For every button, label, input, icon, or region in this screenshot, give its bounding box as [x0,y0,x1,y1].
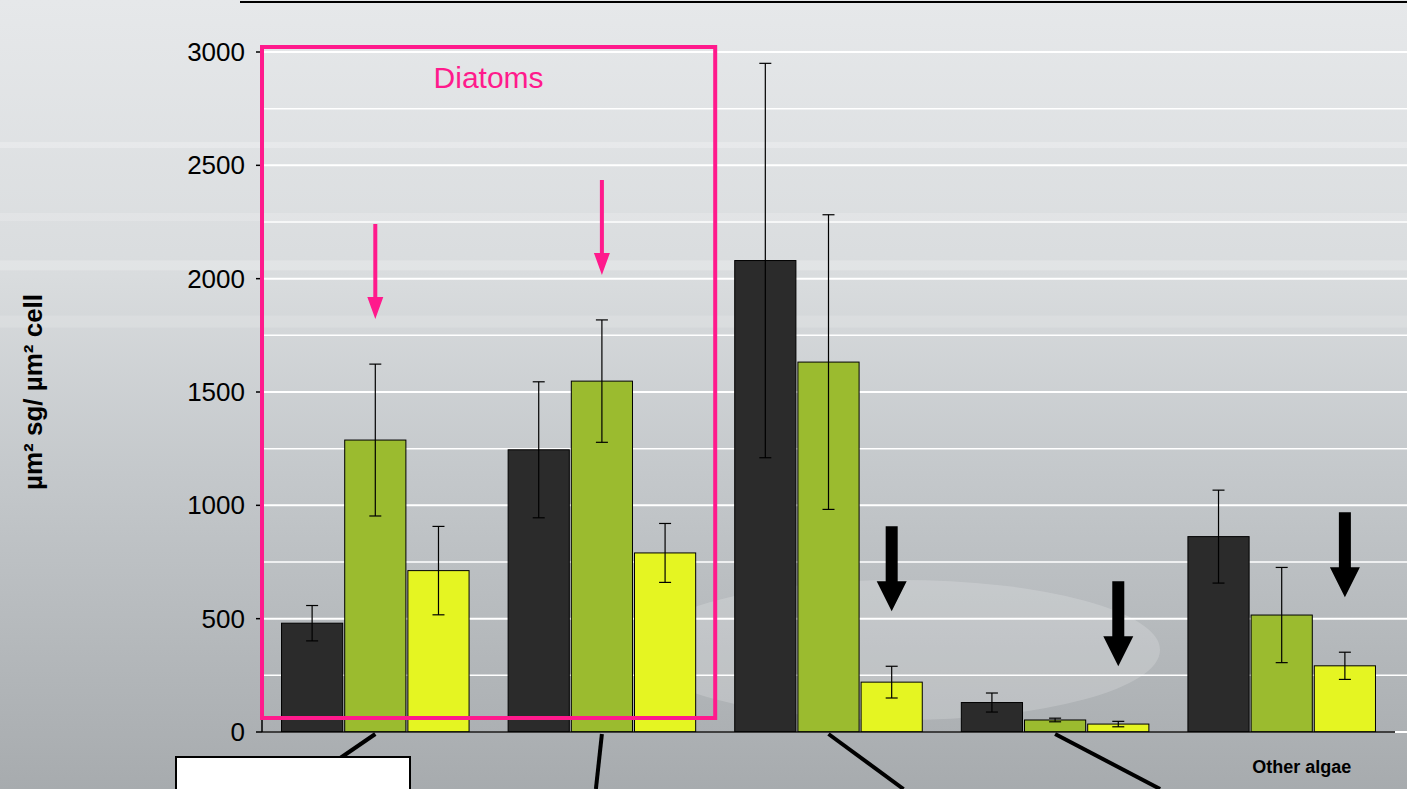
error-cap [1112,721,1124,722]
pink-arrow [594,180,610,275]
error-cap [306,640,318,641]
chart: 0 500 1000 1500 2000 2500 3000 µm² sg/ µm² cell… [0,0,1407,789]
black-arrow [1103,581,1133,666]
error-cap [533,381,545,382]
error-bar [369,364,381,516]
error-stem [601,320,602,442]
error-cap [659,523,671,524]
error-cap [759,457,771,458]
error-cap [1049,721,1061,722]
error-stem [765,63,766,457]
error-stem [538,382,539,518]
error-cap [986,692,998,693]
error-stem [1281,567,1282,662]
error-bar [432,526,444,614]
error-stem [375,364,376,516]
error-cap [432,526,444,527]
error-cap [986,711,998,712]
minor-grid-line [262,221,1407,223]
error-bar [1276,567,1288,662]
error-cap [1339,679,1351,680]
background [0,0,1407,789]
error-stem [1344,652,1345,679]
y-tick-label: 2000 [187,264,245,294]
ice-strip [0,142,1407,148]
minor-grid-line [262,108,1407,110]
error-stem [991,693,992,712]
y-tick-label: 3000 [187,37,245,67]
ice-strip [0,316,1407,328]
error-cap [369,515,381,516]
minor-grid-line [262,335,1407,337]
error-bar [886,666,898,698]
diatoms-box [262,47,715,718]
ice-strip [0,213,1407,221]
error-cap [759,63,771,64]
leader-line [1055,734,1160,789]
error-stem [828,215,829,510]
black-arrow [877,526,907,611]
y-axis-title: µm² sg/ µm² cell [18,294,48,490]
frame-top [240,1,1407,3]
annotation: Diatoms [434,61,544,94]
error-stem [1118,721,1119,726]
y-tick-label: 500 [202,604,245,634]
error-stem [312,606,313,641]
error-cap [369,364,381,365]
error-stem [891,666,892,698]
error-stem [438,526,439,614]
error-cap [596,319,608,320]
error-cap [823,509,835,510]
error-cap [533,517,545,518]
error-cap [1276,662,1288,663]
error-cap [1049,718,1061,719]
label-box [176,757,410,789]
grid-line [262,164,1407,166]
bars [282,63,1376,732]
leader-line [829,734,904,789]
grid-line [262,731,1407,733]
error-cap [432,614,444,615]
error-stem [1218,490,1219,583]
leader-line [596,734,602,789]
grid-line [262,278,1407,280]
error-bar [596,320,608,442]
error-cap [886,666,898,667]
error-cap [1213,582,1225,583]
y-tick-label: 1500 [187,377,245,407]
pink-arrow [367,224,383,319]
leader-line [340,734,375,758]
error-bar [1049,718,1061,722]
black-arrow [1330,512,1360,597]
error-bar [986,693,998,712]
error-cap [1112,726,1124,727]
y-tick-label: 0 [231,717,245,747]
error-bar [759,63,771,457]
error-cap [823,214,835,215]
error-bar [823,215,835,510]
grid-line [262,51,1407,53]
error-bar [1339,652,1351,679]
error-bar [1213,490,1225,583]
error-cap [596,442,608,443]
y-tick-label: 2500 [187,150,245,180]
error-bar [533,382,545,518]
error-cap [659,582,671,583]
error-cap [1213,490,1225,491]
bar [1025,720,1086,732]
y-tick-label: 1000 [187,490,245,520]
error-cap [306,605,318,606]
x-axis [262,731,1395,733]
error-bar [659,523,671,582]
error-cap [1276,567,1288,568]
error-bar [1112,721,1124,726]
error-cap [1339,652,1351,653]
error-bar [306,606,318,641]
y-tick [256,731,262,733]
error-stem [664,523,665,582]
error-cap [886,697,898,698]
category-label: Other algae [1252,757,1351,777]
